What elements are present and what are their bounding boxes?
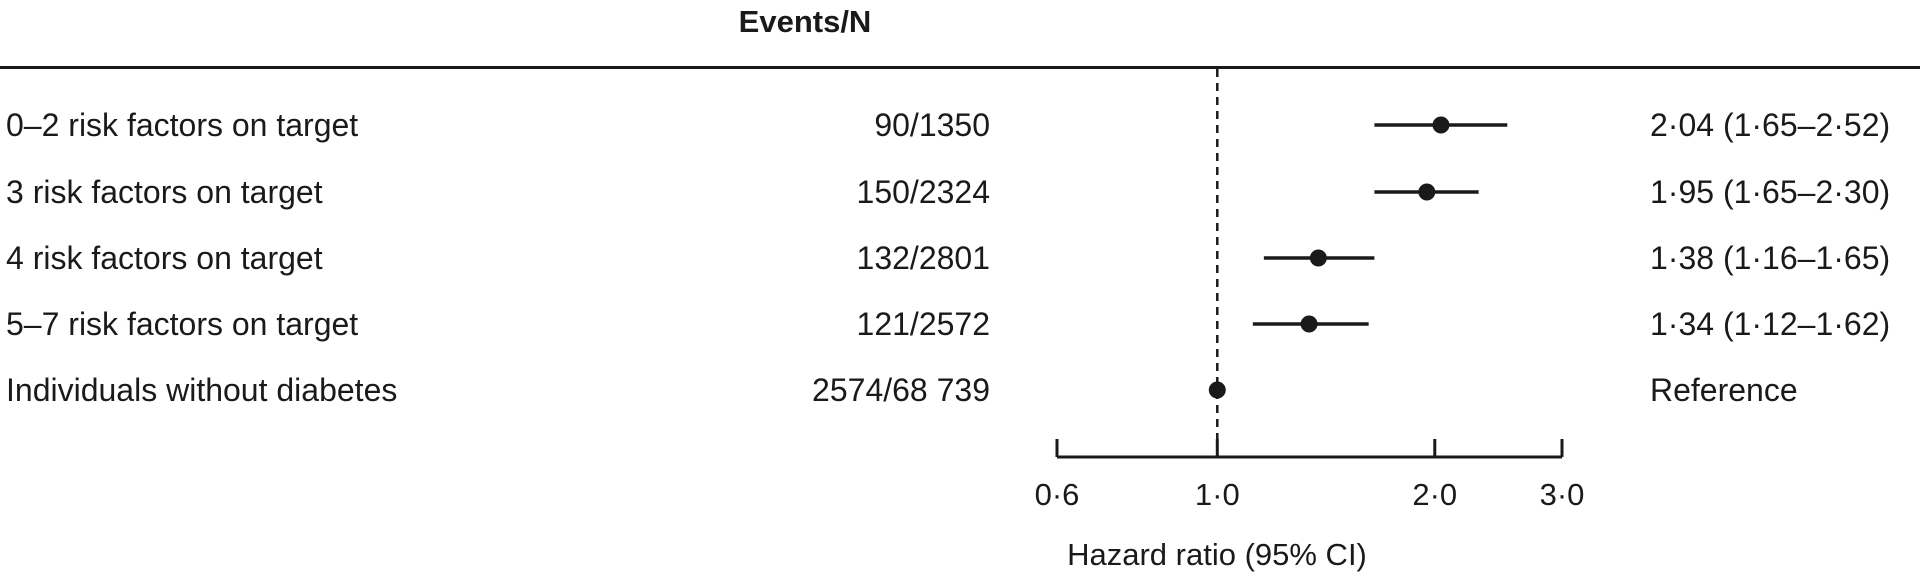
row-events: 150/2324 bbox=[856, 174, 990, 210]
row-hazard-ratio: 2·04 (1·65–2·52) bbox=[1650, 107, 1891, 143]
row-label: 3 risk factors on target bbox=[6, 174, 323, 210]
row-label: 4 risk factors on target bbox=[6, 240, 323, 276]
point-estimate bbox=[1418, 183, 1436, 201]
header-rule bbox=[0, 66, 1920, 69]
x-tick-label: 0·6 bbox=[1035, 477, 1080, 512]
point-estimate bbox=[1300, 315, 1318, 333]
row-label: Individuals without diabetes bbox=[6, 372, 398, 408]
x-tick-label: 1·0 bbox=[1195, 477, 1240, 512]
point-estimate bbox=[1432, 116, 1450, 134]
row-hazard-ratio: 1·95 (1·65–2·30) bbox=[1650, 174, 1891, 210]
row-hazard-ratio: Reference bbox=[1650, 372, 1798, 408]
row-hazard-ratio: 1·38 (1·16–1·65) bbox=[1650, 240, 1891, 276]
x-axis-title: Hazard ratio (95% CI) bbox=[1067, 537, 1367, 572]
row-events: 132/2801 bbox=[856, 240, 990, 276]
events-column-header: Events/N bbox=[738, 4, 872, 39]
row-events: 2574/68 739 bbox=[812, 372, 990, 408]
point-estimate bbox=[1208, 381, 1226, 399]
row-label: 0–2 risk factors on target bbox=[6, 107, 359, 143]
x-tick-label: 2·0 bbox=[1412, 477, 1457, 512]
row-hazard-ratio: 1·34 (1·12–1·62) bbox=[1650, 306, 1891, 342]
point-estimate bbox=[1309, 249, 1327, 267]
row-events: 121/2572 bbox=[856, 306, 990, 342]
row-label: 5–7 risk factors on target bbox=[6, 306, 359, 342]
x-tick-label: 3·0 bbox=[1540, 477, 1585, 512]
row-events: 90/1350 bbox=[874, 107, 990, 143]
